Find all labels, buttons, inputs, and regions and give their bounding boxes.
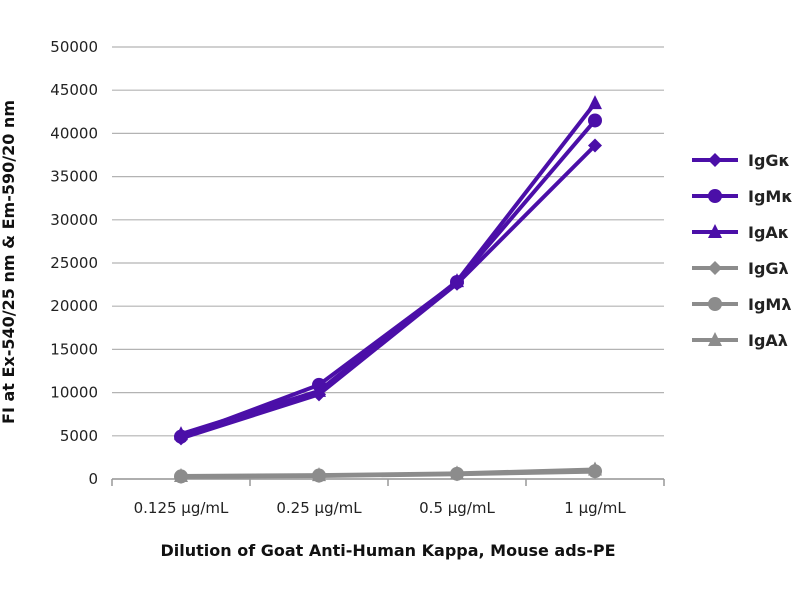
data-point-diamond bbox=[588, 138, 602, 153]
data-point-triangle bbox=[708, 332, 722, 346]
y-axis-title: FI at Ex-540/25 nm & Em-590/20 nm bbox=[0, 100, 18, 424]
data-point-diamond bbox=[174, 431, 188, 446]
y-tick-label: 15000 bbox=[50, 340, 98, 358]
y-tick-label: 50000 bbox=[50, 38, 98, 56]
data-point-diamond bbox=[174, 469, 188, 484]
legend-label: IgMκ bbox=[748, 187, 793, 206]
data-point-circle bbox=[708, 297, 722, 311]
x-tick-label: 1 µg/mL bbox=[564, 499, 626, 517]
series-1 bbox=[174, 113, 602, 444]
legend-label: IgAκ bbox=[748, 223, 789, 242]
y-tick-label: 30000 bbox=[50, 211, 98, 229]
legend-label: IgAλ bbox=[748, 331, 788, 350]
legend-item: IgMκ bbox=[692, 187, 793, 206]
y-tick-label: 25000 bbox=[50, 254, 98, 272]
legend: IgGκ IgMκ IgAκ IgGλ IgMλ IgAλ bbox=[692, 151, 793, 350]
series-line bbox=[180, 469, 596, 479]
series-3 bbox=[174, 464, 602, 484]
legend-label: IgMλ bbox=[748, 295, 791, 314]
y-tick-label: 35000 bbox=[50, 168, 98, 186]
series-0 bbox=[174, 138, 602, 446]
data-point-diamond bbox=[450, 276, 464, 291]
data-point-diamond bbox=[708, 261, 722, 275]
data-point-diamond bbox=[312, 468, 326, 483]
legend-label: IgGλ bbox=[748, 259, 789, 278]
data-point-diamond bbox=[708, 153, 722, 167]
x-tick-label: 0.125 µg/mL bbox=[134, 499, 229, 517]
x-tick-label: 0.25 µg/mL bbox=[276, 499, 362, 517]
y-tick-label: 20000 bbox=[50, 297, 98, 315]
x-tick-label: 0.5 µg/mL bbox=[419, 499, 495, 517]
legend-item: IgAκ bbox=[692, 223, 789, 242]
data-point-triangle bbox=[588, 95, 602, 110]
legend-item: IgGκ bbox=[692, 151, 790, 170]
y-tick-label: 5000 bbox=[60, 427, 98, 445]
series-line bbox=[180, 119, 597, 439]
x-axis-title: Dilution of Goat Anti-Human Kappa, Mouse… bbox=[160, 541, 615, 560]
data-point-diamond bbox=[588, 464, 602, 479]
series-line bbox=[180, 101, 597, 436]
legend-item: IgGλ bbox=[692, 259, 789, 278]
data-point-circle bbox=[588, 113, 602, 128]
y-tick-label: 45000 bbox=[50, 81, 98, 99]
y-tick-label: 0 bbox=[88, 470, 98, 488]
gridlines bbox=[111, 46, 665, 486]
y-tick-label: 10000 bbox=[50, 384, 98, 402]
y-tick-label: 40000 bbox=[50, 124, 98, 142]
y-axis-ticks: 0 5000 10000 15000 20000 25000 30000 35000 40000… bbox=[50, 38, 98, 488]
legend-item: IgMλ bbox=[692, 295, 791, 314]
legend-label: IgGκ bbox=[748, 151, 790, 170]
series-layer bbox=[174, 95, 602, 484]
data-point-circle bbox=[708, 189, 722, 203]
data-point-diamond bbox=[312, 387, 326, 402]
data-point-circle bbox=[312, 377, 326, 392]
x-axis-ticks: 0.125 µg/mL 0.25 µg/mL 0.5 µg/mL 1 µg/mL bbox=[134, 499, 627, 517]
legend-item: IgAλ bbox=[692, 331, 788, 350]
series-line bbox=[180, 144, 597, 441]
series-2 bbox=[174, 95, 602, 441]
data-point-diamond bbox=[450, 467, 464, 482]
data-point-triangle bbox=[708, 224, 722, 238]
